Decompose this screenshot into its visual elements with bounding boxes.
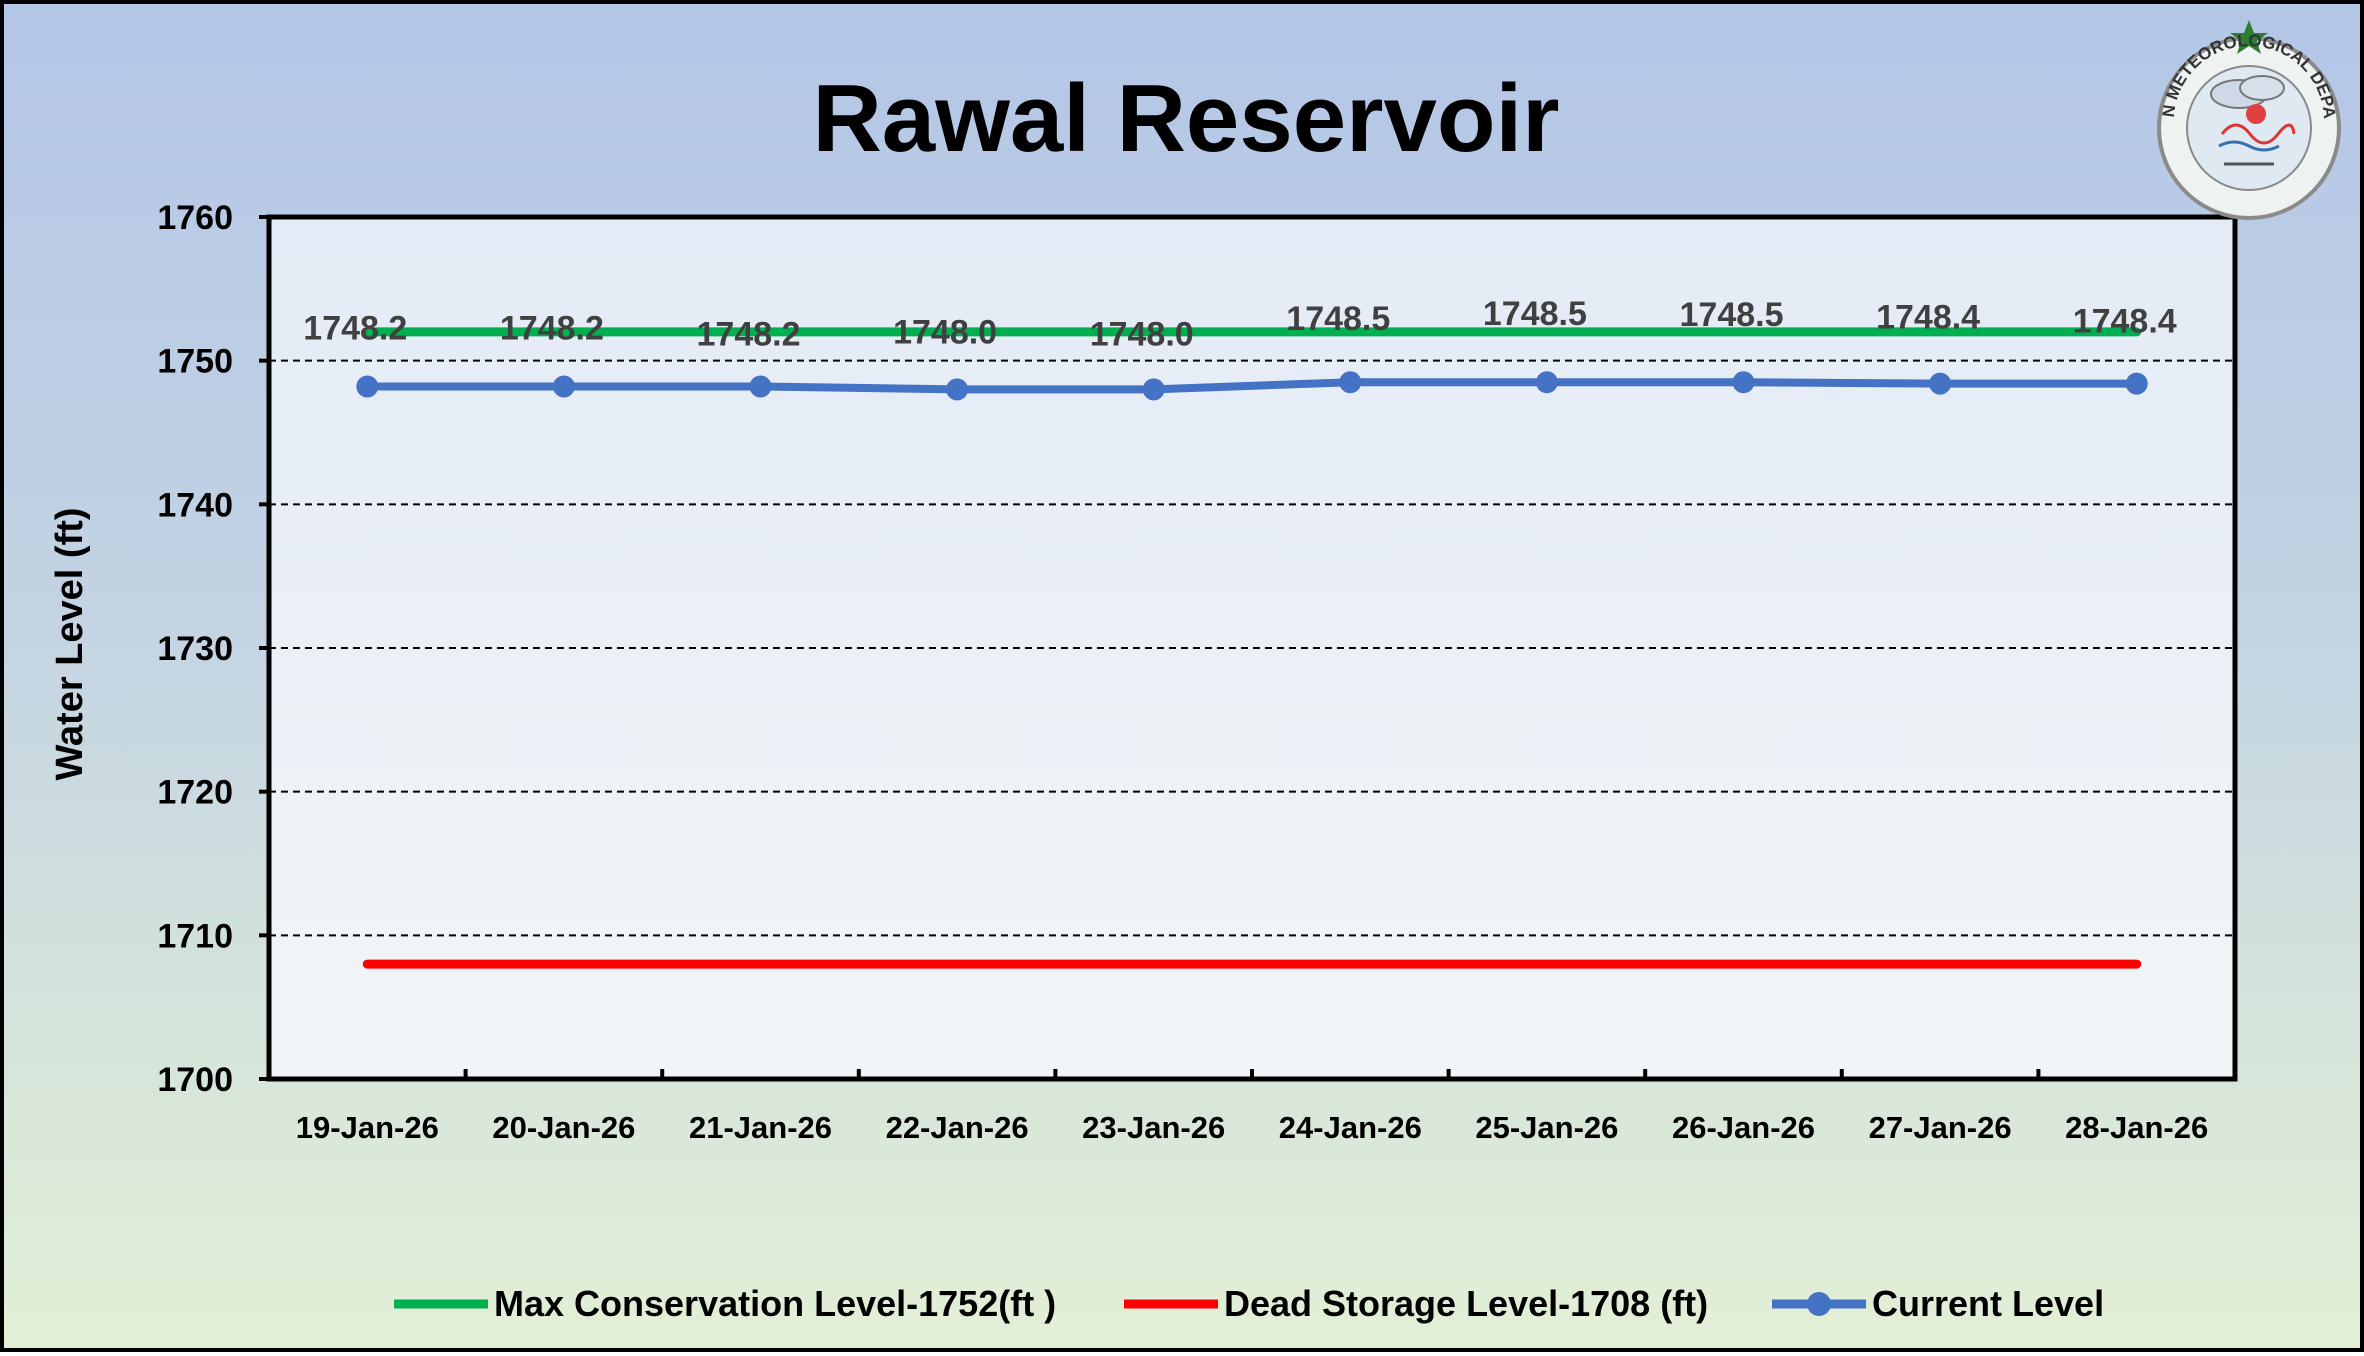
data-point (356, 375, 379, 398)
y-tick-label: 1700 (157, 1061, 233, 1099)
x-tick-label: 19-Jan-26 (296, 1110, 439, 1145)
x-tick-label: 22-Jan-26 (886, 1110, 1029, 1145)
series-line-2 (363, 378, 2141, 394)
data-point (2125, 372, 2148, 395)
pmd-logo: PAKISTAN METEOROLOGICAL DEPARTMENT (2144, 16, 2341, 220)
data-label: 1748.4 (1876, 299, 1980, 337)
data-label: 1748.4 (2073, 303, 2177, 341)
data-point (552, 375, 575, 398)
legend-label-dead-storage: Dead Storage Level-1708 (ft) (1224, 1283, 1709, 1324)
y-tick-label: 1750 (157, 343, 233, 381)
legend-dead-storage: Dead Storage Level-1708 (ft) (1122, 1276, 1708, 1332)
x-tick-label: 21-Jan-26 (689, 1110, 832, 1145)
data-point (946, 378, 969, 401)
line-chart: 1700 1710 1720 1730 1740 1750 1760 19-Jan-26 20… (49, 199, 2238, 1145)
data-labels: 1748.2 1748.2 1748.2 1748.0 1748.0 1748.5 1748… (303, 295, 2176, 353)
data-label: 1748.0 (1090, 315, 1194, 353)
legend-max-conservation: Max Conservation Level-1752(ft ) (392, 1276, 1056, 1332)
data-label: 1748.5 (1483, 295, 1587, 333)
data-label: 1748.2 (303, 310, 407, 348)
legend-red-line-icon (1124, 1299, 1218, 1309)
data-label: 1748.0 (893, 313, 997, 351)
y-tick-label: 1730 (157, 630, 233, 668)
data-point (1535, 371, 1558, 394)
gridlines (269, 359, 2235, 937)
star-icon (2230, 20, 2268, 54)
y-tick-label: 1720 (157, 774, 233, 812)
data-label: 1748.5 (1286, 300, 1390, 338)
x-tick-label: 23-Jan-26 (1082, 1110, 1225, 1145)
y-tick-label: 1740 (157, 486, 233, 524)
chart-title: Rawal Reservoir (812, 65, 1560, 172)
y-axis-label: Water Level (ft) (49, 507, 91, 780)
x-tick-label: 28-Jan-26 (2065, 1110, 2208, 1145)
legend-blue-marker-line-icon (1772, 1292, 1866, 1316)
y-tick-label: 1760 (157, 199, 233, 237)
data-label: 1748.2 (697, 316, 801, 354)
x-tick-label: 24-Jan-26 (1279, 1110, 1422, 1145)
x-tick-label: 27-Jan-26 (1869, 1110, 2012, 1145)
data-point (749, 375, 772, 398)
legend-label-current-level: Current Level (1872, 1283, 2105, 1324)
data-point (1142, 378, 1165, 401)
data-label: 1748.2 (500, 310, 604, 348)
x-tick-label: 25-Jan-26 (1475, 1110, 1618, 1145)
legend-green-line-icon (394, 1299, 488, 1309)
x-tick-label: 20-Jan-26 (492, 1110, 635, 1145)
legend-current-level: Current Level (1770, 1276, 2104, 1332)
series (356, 327, 2148, 969)
x-tick-label: 26-Jan-26 (1672, 1110, 1815, 1145)
data-point (1339, 371, 1362, 394)
y-axis-ticks: 1700 1710 1720 1730 1740 1750 1760 (157, 199, 269, 1099)
x-axis-ticks: 19-Jan-26 20-Jan-26 21-Jan-26 22-Jan-26 23-J… (267, 1069, 2237, 1145)
data-label: 1748.5 (1680, 296, 1784, 334)
legend-label-max-conservation: Max Conservation Level-1752(ft ) (494, 1283, 1057, 1324)
y-tick-label: 1710 (157, 917, 233, 955)
data-point (1929, 372, 1952, 395)
data-point (1732, 371, 1755, 394)
